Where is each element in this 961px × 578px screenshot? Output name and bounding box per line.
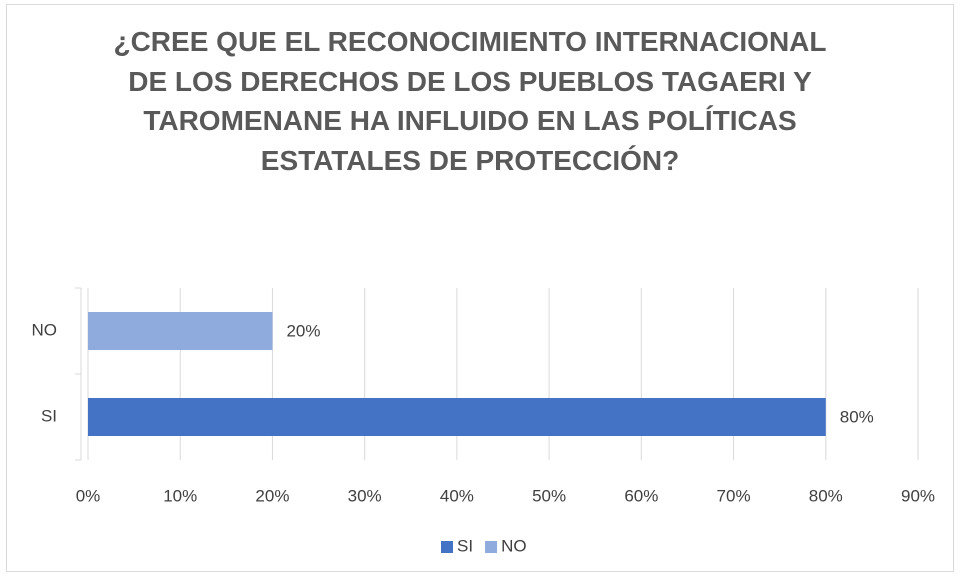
x-tick-label: 40% (440, 486, 474, 505)
legend-swatch (485, 541, 498, 553)
chart-border (6, 4, 954, 572)
x-tick-label: 20% (255, 486, 289, 505)
chart-title: ¿CREE QUE EL RECONOCIMIENTO INTERNACIONA… (113, 26, 827, 176)
y-tick-label: NO (32, 320, 58, 339)
x-tick-label: 10% (163, 486, 197, 505)
bar (88, 398, 826, 436)
bar (88, 312, 273, 350)
legend-label: NO (501, 536, 527, 555)
x-tick-label: 50% (532, 486, 566, 505)
legend-swatch (441, 541, 453, 553)
y-tick-label: SI (41, 406, 57, 425)
x-tick-label: 60% (624, 486, 658, 505)
x-tick-label: 0% (76, 486, 101, 505)
x-tick-label: 90% (901, 486, 935, 505)
data-label: 80% (840, 407, 874, 426)
legend-label: SI (457, 536, 473, 555)
x-tick-label: 80% (809, 486, 843, 505)
x-tick-label: 70% (717, 486, 751, 505)
data-label: 20% (286, 321, 320, 340)
x-tick-label: 30% (348, 486, 382, 505)
